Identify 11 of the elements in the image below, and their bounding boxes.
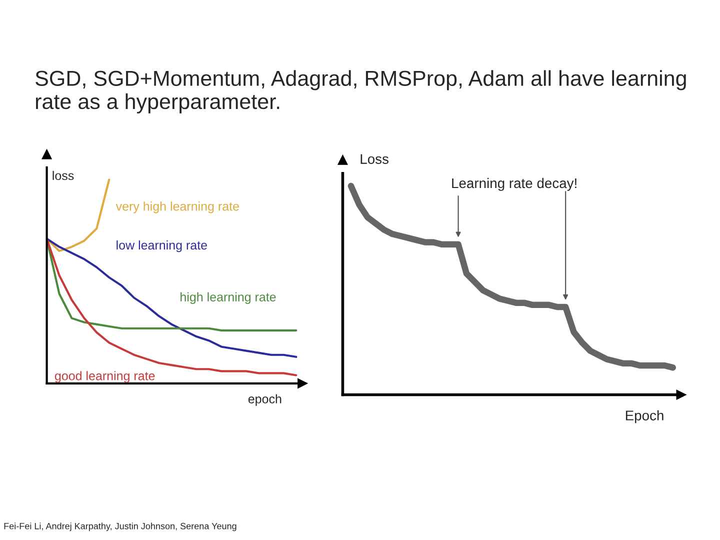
series-label: high learning rate — [180, 292, 276, 304]
series-label: very high learning rate — [116, 202, 239, 214]
series-label: good learning rate — [54, 371, 155, 383]
x-axis-title: Epoch — [626, 410, 664, 424]
text: Fei-Fei Li, Andrej Karpathy, Justin Johnson, Serena Yeung — [4, 522, 236, 532]
y-axis-title: Loss — [360, 154, 388, 164]
series-label: low learning rate — [116, 240, 207, 252]
x-axis-title: epoch — [248, 394, 282, 406]
text: SGD, SGD+Momentum, Adagrad, RMSProp, Adam all have learning rate as a hyperparameter. — [36, 70, 686, 114]
annotation: Learning rate decay! — [452, 178, 576, 191]
y-axis-title: loss — [52, 170, 74, 180]
